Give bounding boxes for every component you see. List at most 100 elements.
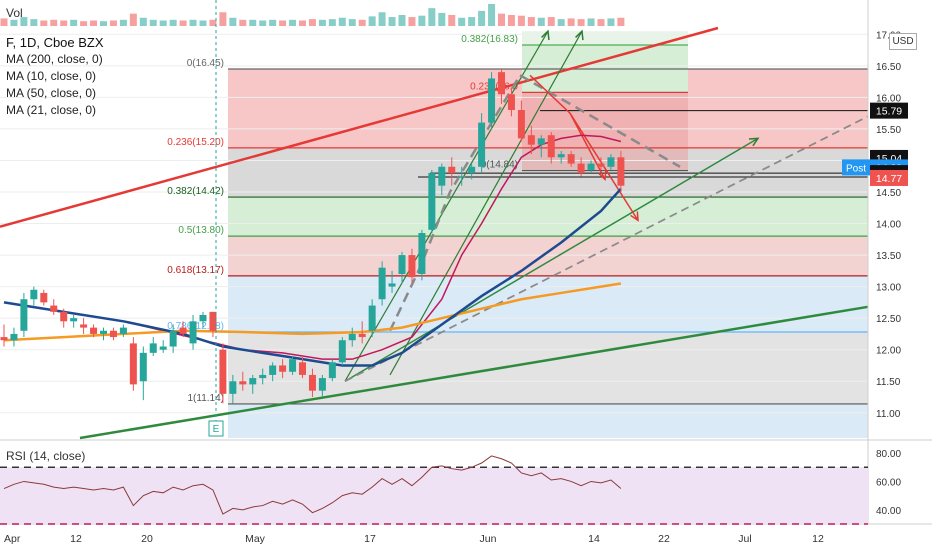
volume-bar: [169, 19, 177, 26]
candle-body: [70, 318, 78, 322]
volume-bar: [408, 17, 416, 26]
red-path-arrow: [569, 112, 639, 221]
candle-body: [30, 289, 38, 300]
price-tick-label: 14.50: [876, 188, 901, 199]
volume-bar: [617, 17, 625, 26]
volume-bar: [40, 20, 48, 26]
candle-body: [398, 255, 406, 274]
candle-body: [80, 324, 88, 328]
volume-bar: [358, 19, 366, 26]
candle-body: [100, 330, 107, 334]
rsi-band: [0, 467, 868, 524]
volume-bar: [398, 15, 406, 26]
price-tick-label: 13.00: [876, 283, 901, 294]
candle-body: [537, 138, 545, 145]
candle-body: [189, 321, 197, 344]
volume-bar: [537, 17, 545, 26]
candle-body: [597, 163, 605, 167]
candle-body: [428, 173, 436, 230]
volume-bar: [517, 15, 525, 26]
price-tick-label: 12.00: [876, 346, 901, 357]
post-tag: [842, 159, 870, 176]
red-arrow-head: [630, 211, 639, 222]
x-tick-label: 22: [658, 533, 670, 545]
volume-bar: [189, 19, 197, 26]
x-tick-label: Jul: [738, 533, 751, 545]
candle-body: [119, 327, 127, 334]
volume-bar: [219, 12, 227, 26]
volume-label: Vol: [6, 6, 23, 20]
candle-body: [408, 255, 416, 278]
x-tick-label: Jun: [480, 533, 497, 545]
candle-body: [50, 305, 58, 312]
volume-bar: [557, 19, 565, 26]
ma-line-2: [3, 282, 622, 342]
legend-ma10[interactable]: MA (10, close, 0): [6, 69, 97, 83]
candle-body: [10, 333, 18, 341]
volume-bar: [259, 20, 267, 26]
volume-bar: [428, 8, 436, 26]
fib2-zone-low: [522, 92, 688, 171]
volume-bar: [607, 18, 615, 26]
volume-bar: [239, 19, 247, 26]
symbol-title[interactable]: F, 1D, Cboe BZX: [6, 35, 104, 50]
green-arrow-head: [748, 137, 760, 147]
dashed-down-line: [519, 74, 681, 168]
candle-body: [498, 72, 505, 95]
candle-body: [368, 305, 376, 331]
volume-bar: [159, 20, 167, 26]
post-tag-label: Post: [846, 163, 866, 174]
volume-bar: [299, 20, 306, 26]
candle-body: [318, 378, 326, 391]
legend-ma21[interactable]: MA (21, close, 0): [6, 103, 97, 117]
price-tag-label: 15.79: [876, 106, 902, 118]
candle-body: [40, 292, 48, 303]
green-arrow-head: [541, 29, 550, 41]
volume-bar: [129, 13, 137, 26]
green-arrow-head: [575, 29, 584, 41]
fib-level-label: 0.236(15.20): [167, 137, 224, 148]
candle-body: [219, 349, 227, 394]
legend-ma50[interactable]: MA (50, close, 0): [6, 86, 97, 100]
candle-body: [517, 110, 525, 139]
price-tick-label: 11.50: [876, 377, 901, 388]
x-tick-label: 20: [141, 533, 153, 545]
candle-body: [378, 267, 386, 300]
candle-body: [229, 381, 237, 394]
x-tick-label: 17: [364, 533, 376, 545]
candle-body: [308, 374, 316, 391]
x-tick-label: 12: [812, 533, 824, 545]
volume-bar: [488, 4, 496, 26]
dashed-projection-line: [344, 115, 869, 383]
currency-label[interactable]: USD: [889, 33, 917, 50]
candle-body: [149, 343, 157, 353]
green-channel-line: [344, 137, 759, 382]
fib2-label: 0(14.84): [481, 160, 518, 171]
green-support-line: [79, 305, 869, 440]
legend-ma200[interactable]: MA (200, close, 0): [6, 52, 103, 66]
volume-bar: [597, 19, 605, 26]
candle-body: [527, 135, 535, 145]
price-tick-label: 13.50: [876, 251, 901, 262]
volume-bar: [308, 19, 316, 26]
price-tick-label: 16.50: [876, 62, 901, 73]
candle-body: [468, 166, 476, 174]
volume-bar: [368, 16, 376, 26]
candle-body: [139, 352, 147, 382]
ma-line-3: [3, 188, 622, 367]
volume-bar: [109, 20, 117, 26]
volume-bar: [10, 19, 18, 26]
red-arrow-head: [598, 170, 607, 182]
volume-bar: [289, 19, 297, 26]
price-tick-label: 15.50: [876, 125, 901, 136]
candle-body: [129, 343, 137, 385]
rsi-label[interactable]: RSI (14, close): [6, 449, 86, 463]
red-trendline: [0, 26, 719, 228]
fib-level-label: 0.5(13.80): [178, 225, 224, 236]
earnings-marker: [208, 420, 224, 437]
rsi-line: [3, 455, 622, 515]
candle-body: [418, 233, 426, 274]
candle-body: [289, 359, 297, 372]
